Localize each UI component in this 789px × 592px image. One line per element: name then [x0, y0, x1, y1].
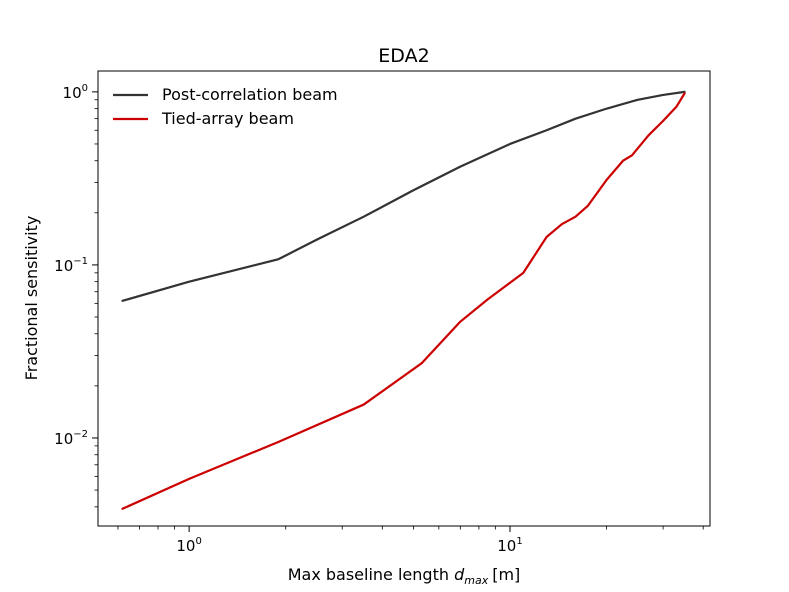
y-tick-label-exponent: −2: [73, 429, 88, 440]
y-tick-label-exponent: 0: [82, 83, 88, 94]
x-tick-label-exponent: 1: [516, 536, 522, 547]
y-tick-label-base: 10: [63, 84, 82, 102]
x-tick-label-exponent: 0: [195, 536, 201, 547]
y-tick-label: 10−2: [54, 429, 88, 448]
legend-label-tied-array: Tied-array beam: [161, 109, 294, 128]
y-tick-label-exponent: −1: [73, 256, 88, 267]
x-tick-label-base: 10: [176, 537, 195, 555]
y-axis-label: Fractional sensitivity: [22, 216, 41, 381]
series-line-0: [121, 90, 686, 302]
y-tick-label-base: 10: [54, 257, 73, 275]
series-layer: [121, 90, 686, 510]
x-tick-label: 101: [497, 536, 522, 555]
y-tick-label: 10−1: [54, 256, 88, 275]
y-tick-label-base: 10: [54, 430, 73, 448]
plot-frame: [97, 70, 711, 527]
x-axis-label: Max baseline length dmax [m]: [288, 565, 521, 587]
x-tick-label: 100: [176, 536, 201, 555]
x-axis-label-text: Max baseline length: [288, 565, 449, 584]
x-axis-label-unit: [m]: [492, 565, 520, 584]
legend-label-post-correlation: Post-correlation beam: [162, 85, 338, 104]
series-line-1: [121, 92, 686, 510]
chart-title: EDA2: [378, 45, 429, 67]
x-axis-label-symbol: d: [454, 565, 465, 584]
x-axis-label-subscript: max: [464, 574, 488, 587]
y-tick-label: 100: [63, 83, 88, 102]
x-tick-label-base: 10: [497, 537, 516, 555]
legend: Post-correlation beam Tied-array beam: [113, 85, 338, 128]
